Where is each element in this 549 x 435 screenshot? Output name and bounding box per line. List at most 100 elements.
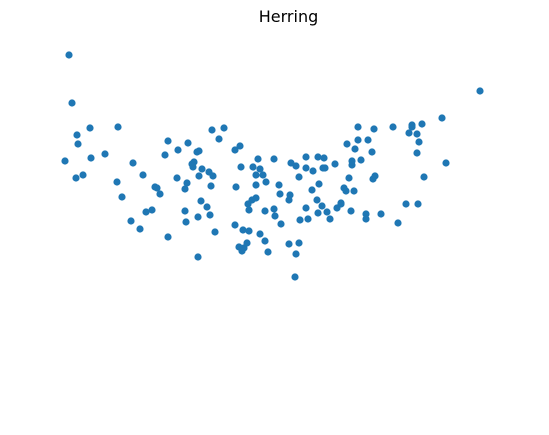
scatter-point [261,237,269,245]
scatter-points [61,51,484,281]
scatter-point [74,140,82,148]
scatter-point [321,164,329,172]
scatter-point [245,227,253,235]
scatter-point [182,218,190,226]
scatter-point [326,215,334,223]
scatter-point [270,205,278,213]
scatter-point [292,250,300,258]
scatter-point [101,150,109,158]
scatter-point [195,172,203,180]
scatter-point [231,146,239,154]
scatter-point [236,142,244,150]
scatter-point [232,183,240,191]
scatter-point [304,215,312,223]
scatter-point [413,130,421,138]
scatter-point [73,131,81,139]
scatter-point [173,174,181,182]
scatter-point [256,165,264,173]
scatter-point [181,207,189,215]
scatter-point [79,171,87,179]
scatter-point [174,146,182,154]
scatter-point [275,181,283,189]
scatter-point [370,125,378,133]
scatter-point [364,136,372,144]
scatter-point [231,221,239,229]
scatter-point [362,210,370,218]
scatter-point [237,163,245,171]
scatter-point [405,129,413,137]
scatter-point [438,114,446,122]
scatter-point [148,206,156,214]
scatter-point [442,159,450,167]
scatter-point [239,226,247,234]
scatter-point [259,171,267,179]
scatter-point [243,239,251,247]
scatter-point [209,172,217,180]
scatter-point [261,207,269,215]
scatter-point [320,154,328,162]
scatter-point [402,200,410,208]
scatter-point [318,202,326,210]
scatter-point [194,213,202,221]
scatter-point [285,196,293,204]
scatter-point [314,153,322,161]
scatter-point [164,233,172,241]
scatter-point [295,173,303,181]
scatter-point [394,219,402,227]
scatter-point [323,208,331,216]
scatter-point [139,171,147,179]
scatter-point [354,136,362,144]
scatter-point [127,217,135,225]
scatter-point [164,137,172,145]
scatter-point [86,124,94,132]
scatter-point [156,190,164,198]
scatter-point [118,193,126,201]
scatter-point [249,163,257,171]
scatter-point [408,123,416,131]
scatter-point [343,140,351,148]
scatter-point [314,209,322,217]
scatter-point [129,159,137,167]
scatter-point [198,165,206,173]
scatter-point [211,228,219,236]
scatter-point [254,155,262,163]
scatter-point [389,123,397,131]
scatter-point [181,185,189,193]
scatter-point [184,139,192,147]
scatter-point [277,220,285,228]
scatter-point [347,207,355,215]
scatter-point [114,123,122,131]
scatter-point [413,149,421,157]
scatter-point [415,138,423,146]
scatter-point [207,182,215,190]
scatter-point [208,126,216,134]
scatter-point [197,197,205,205]
scatter-point [313,196,321,204]
scatter-point [331,160,339,168]
scatter-point [161,151,169,159]
scatter-point [296,216,304,224]
scatter-point [271,212,279,220]
scatter-point [418,120,426,128]
scatter-point [183,179,191,187]
scatter-point [87,154,95,162]
scatter-point [357,156,365,164]
scatter-point [220,124,228,132]
scatter-point [414,200,422,208]
scatter-point [244,200,252,208]
scatter-point [61,157,69,165]
scatter-point [350,187,358,195]
scatter-point [348,157,356,165]
scatter-point [337,199,345,207]
scatter-point [68,99,76,107]
scatter-point [302,164,310,172]
scatter-point [420,173,428,181]
scatter-point [309,167,317,175]
scatter-point [276,190,284,198]
scatter-point [292,162,300,170]
scatter-point [215,135,223,143]
scatter-point [193,148,201,156]
scatter-point [252,171,260,179]
scatter-point [302,204,310,212]
